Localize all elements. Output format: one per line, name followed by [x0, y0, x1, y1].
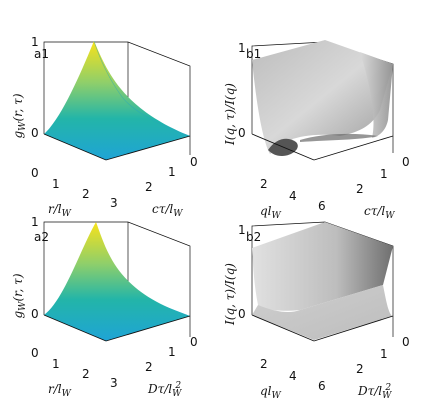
surface-wall-b1 [360, 52, 393, 138]
x-label-a1: r/lW [48, 202, 72, 219]
panel-b1: b1 0 1 2 4 6 0 1 2 I(q, τ)/I(q) qlW cτ/l… [223, 40, 410, 221]
x-axis-a2 [43, 314, 107, 342]
y-tick-1-a2: 1 [168, 345, 176, 359]
y-label-b2: Dτ/lW2 [357, 383, 392, 401]
x-tick-1-a1: 1 [52, 177, 60, 191]
y-label-a1: cτ/lW [152, 202, 183, 219]
y-tick-1-b2: 1 [380, 347, 388, 361]
z-label-b1: I(q, τ)/I(q) [223, 83, 237, 146]
y-label-a2: Dτ/lW2 [147, 381, 182, 399]
z-label-b2: I(q, τ)/I(q) [223, 263, 237, 326]
y-tick-2-b2: 2 [356, 362, 364, 376]
x-axis-b1 [251, 133, 315, 161]
z-tick-0-a1: 0 [31, 126, 39, 140]
y-tick-0-b1: 0 [402, 155, 410, 169]
surface-floor-b2 [252, 285, 392, 340]
panel-label-b2: b2 [246, 230, 261, 244]
x-tick-0-a2: 0 [31, 346, 39, 360]
surface-membrane-b1 [252, 40, 393, 154]
surface-plateau-b2 [252, 222, 393, 311]
panel-a1: a1 0 1 0 1 2 3 0 1 2 gW(r, τ) r/lW cτ/lW [11, 35, 198, 219]
y-tick-2-a1: 2 [145, 180, 153, 194]
x-tick-2-a2: 2 [82, 367, 90, 381]
z-tick-1-a2: 1 [31, 215, 39, 229]
x-axis-a1 [43, 133, 107, 161]
z-tick-0-a2: 0 [31, 307, 39, 321]
surface-ridge-a1 [93, 40, 191, 137]
x-label-a2: r/lW [48, 382, 72, 399]
panel-label-a1: a1 [34, 47, 49, 61]
y-tick-1-a1: 1 [168, 165, 176, 179]
z-tick-1-b2: 1 [238, 223, 246, 237]
z-label-a2: gW(r, τ) [11, 273, 28, 318]
x-tick-1-b2: 4 [289, 369, 297, 383]
x-tick-1-b1: 4 [289, 189, 297, 203]
x-axis-b2 [251, 314, 315, 342]
panel-label-b1: b1 [246, 47, 261, 61]
surface-peak-a2 [44, 222, 190, 341]
y-axis-b1 [313, 135, 394, 161]
panel-label-a2: a2 [34, 230, 49, 244]
y-axis-b2 [313, 315, 394, 342]
y-tick-2-a2: 2 [145, 360, 153, 374]
x-tick-2-b1: 6 [318, 199, 326, 213]
x-label-b1: qlW [260, 204, 282, 221]
y-axis-a1 [105, 135, 191, 161]
panel-a2: a2 0 1 0 1 2 3 0 1 2 gW(r, τ) r/lW Dτ/lW… [11, 215, 198, 399]
z-tick-1-a1: 1 [31, 35, 39, 49]
y-tick-0-a1: 0 [190, 155, 198, 169]
surface-peak-a1 [44, 41, 190, 160]
y-label-b1: cτ/lW [364, 204, 395, 221]
x-label-b2: qlW [260, 384, 282, 401]
x-tick-3-a1: 3 [110, 196, 118, 210]
z-label-a1: gW(r, τ) [11, 93, 28, 138]
x-tick-1-a2: 1 [52, 357, 60, 371]
z-tick-0-b1: 0 [238, 126, 246, 140]
y-tick-0-a2: 0 [190, 335, 198, 349]
x-tick-0-b2: 2 [260, 357, 268, 371]
x-tick-2-b2: 6 [318, 379, 326, 393]
panel-b2: b2 0 1 2 4 6 0 1 2 I(q, τ)/I(q) qlW Dτ/l… [223, 221, 410, 401]
y-axis-a2 [105, 315, 191, 342]
y-tick-0-b2: 0 [402, 335, 410, 349]
x-tick-3-a2: 3 [110, 376, 118, 390]
y-tick-1-b1: 1 [380, 167, 388, 181]
y-tick-2-b1: 2 [356, 182, 364, 196]
z-tick-0-b2: 0 [238, 307, 246, 321]
x-tick-0-b1: 2 [260, 177, 268, 191]
x-tick-2-a1: 2 [82, 187, 90, 201]
surface-valley-b1 [300, 133, 378, 142]
z-tick-1-b1: 1 [238, 41, 246, 55]
x-tick-0-a1: 0 [31, 166, 39, 180]
